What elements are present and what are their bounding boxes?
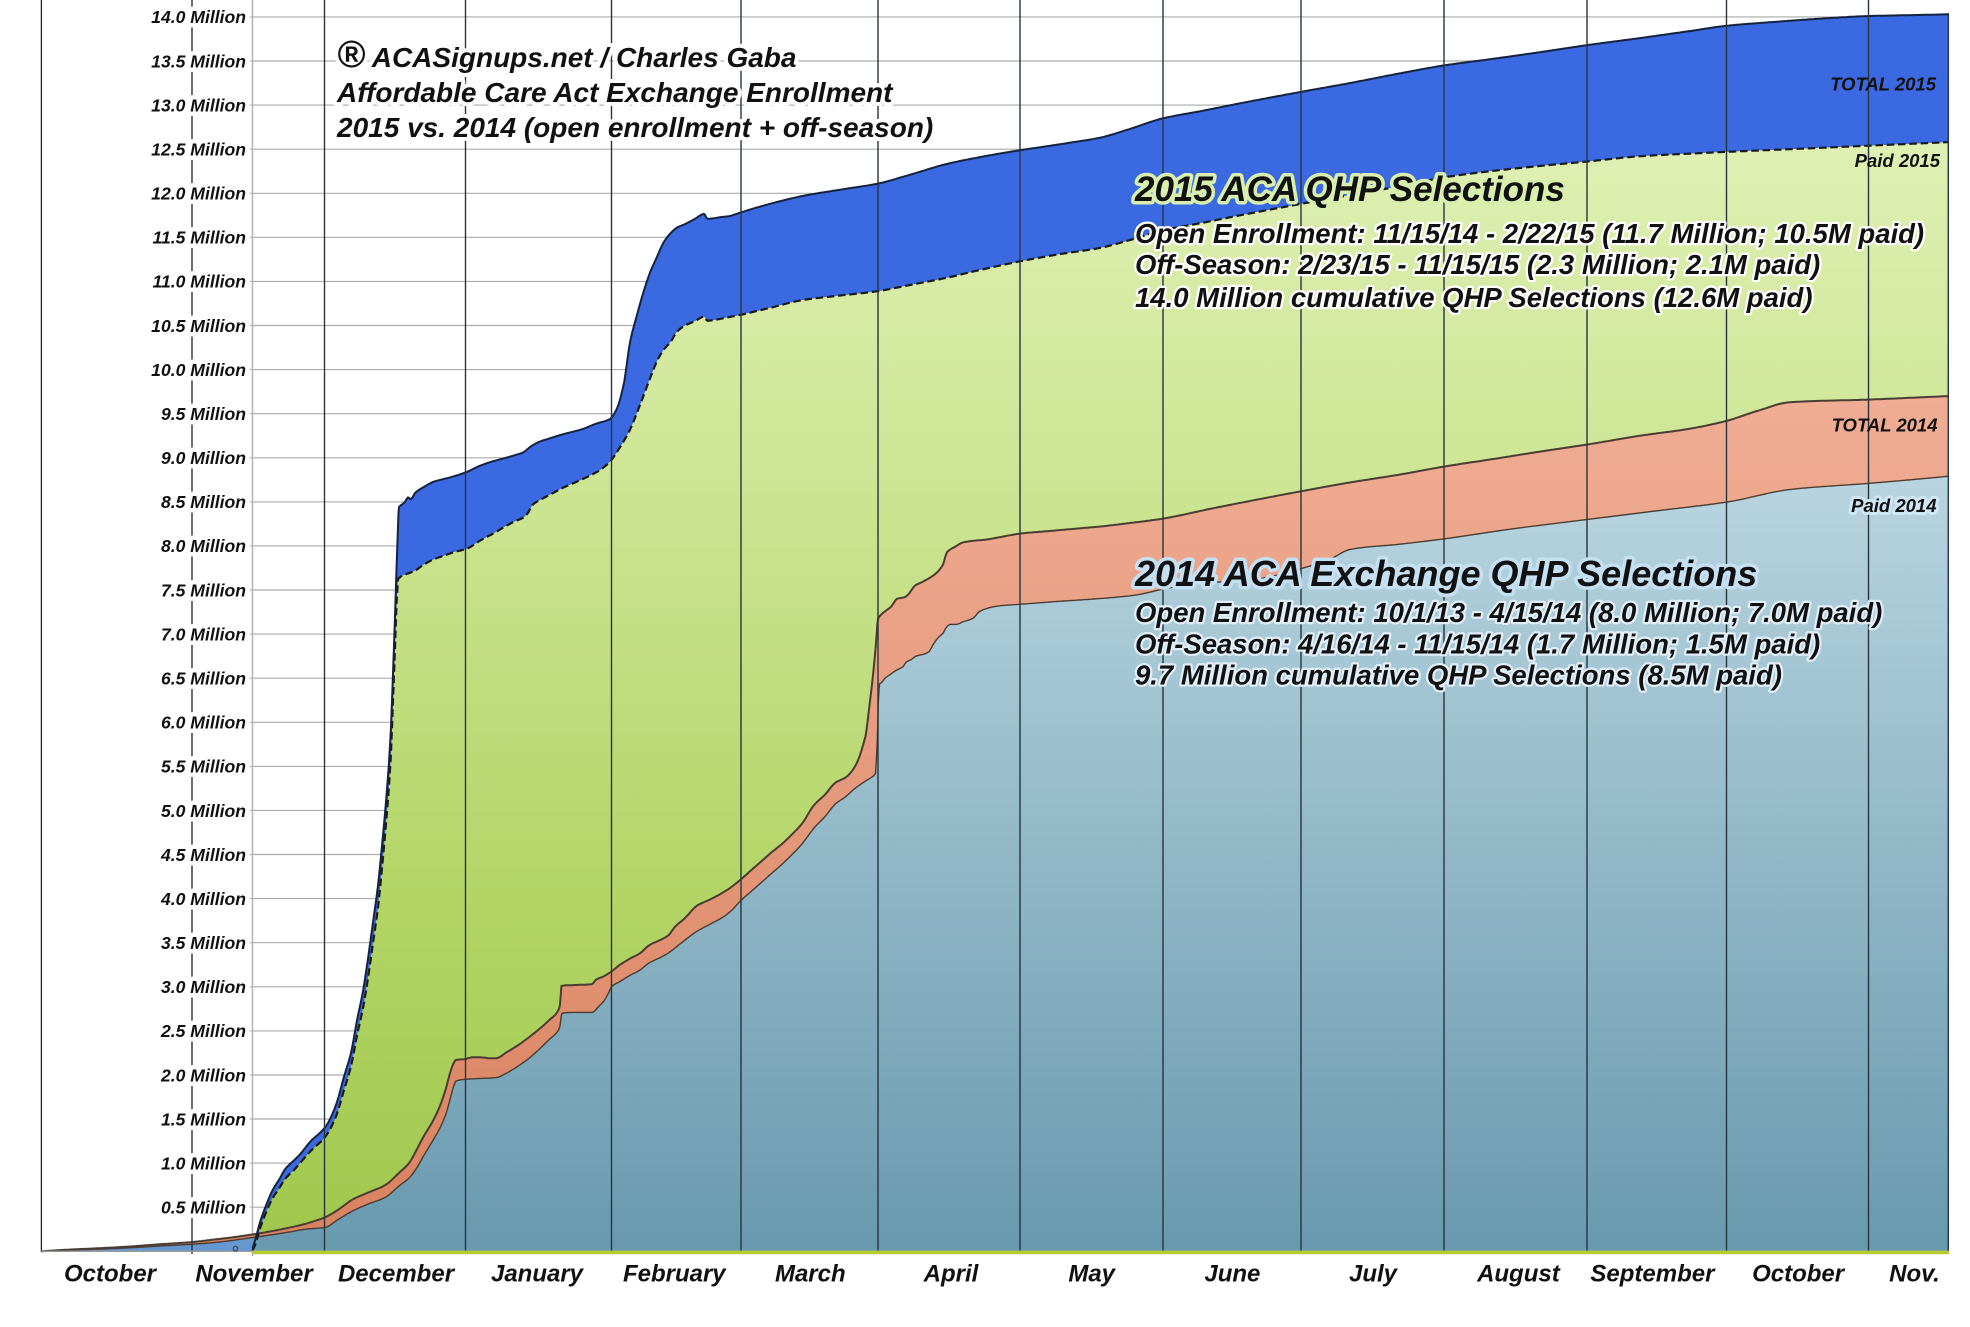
svg-text:2015 ACA QHP Selections: 2015 ACA QHP Selections <box>1134 170 1565 209</box>
svg-text:10.0 Million: 10.0 Million <box>151 360 246 380</box>
svg-text:6.0 Million: 6.0 Million <box>161 713 246 733</box>
svg-text:Open Enrollment: 10/1/13 - 4/1: Open Enrollment: 10/1/13 - 4/15/14 (8.0 … <box>1135 597 1882 628</box>
svg-text:2.0 Million: 2.0 Million <box>160 1065 246 1085</box>
svg-text:8.5 Million: 8.5 Million <box>161 492 246 512</box>
svg-text:11.5 Million: 11.5 Million <box>152 228 246 248</box>
svg-text:3.5 Million: 3.5 Million <box>161 933 246 953</box>
svg-text:TOTAL 2014: TOTAL 2014 <box>1832 415 1938 436</box>
svg-text:Off-Season: 4/16/14 - 11/15/14: Off-Season: 4/16/14 - 11/15/14 (1.7 Mill… <box>1135 628 1820 659</box>
svg-text:9.7 Million cumulative QHP Sel: 9.7 Million cumulative QHP Selections (8… <box>1135 660 1782 691</box>
svg-text:April: April <box>923 1261 980 1288</box>
svg-text:1.0 Million: 1.0 Million <box>161 1153 246 1173</box>
svg-text:2014 ACA Exchange QHP Selectio: 2014 ACA Exchange QHP Selections <box>1134 553 1757 594</box>
svg-text:12.5 Million: 12.5 Million <box>151 139 246 159</box>
svg-text:7.5 Million: 7.5 Million <box>161 580 246 600</box>
svg-text:March: March <box>775 1261 846 1288</box>
svg-text:7.0 Million: 7.0 Million <box>161 624 246 644</box>
svg-text:14.0 Million: 14.0 Million <box>151 7 246 27</box>
svg-text:2015 vs. 2014 (open enrollment: 2015 vs. 2014 (open enrollment + off-sea… <box>336 112 933 143</box>
svg-text:12.0 Million: 12.0 Million <box>151 184 246 204</box>
svg-text:December: December <box>338 1261 456 1288</box>
svg-text:10.5 Million: 10.5 Million <box>151 316 246 336</box>
svg-text:Nov.: Nov. <box>1889 1261 1940 1288</box>
svg-text:5.0 Million: 5.0 Million <box>161 801 246 821</box>
svg-text:4.5 Million: 4.5 Million <box>160 845 246 865</box>
svg-text:TOTAL 2015: TOTAL 2015 <box>1830 74 1937 95</box>
svg-text:11.0 Million: 11.0 Million <box>152 272 246 292</box>
svg-text:1.5 Million: 1.5 Million <box>161 1109 246 1129</box>
svg-text:October: October <box>1752 1261 1846 1288</box>
svg-text:4.0 Million: 4.0 Million <box>160 889 246 909</box>
svg-text:13.5 Million: 13.5 Million <box>151 51 246 71</box>
svg-text:July: July <box>1349 1261 1399 1288</box>
svg-text:February: February <box>623 1261 727 1288</box>
svg-text:June: June <box>1204 1261 1260 1288</box>
svg-text:5.5 Million: 5.5 Million <box>161 757 246 777</box>
svg-text:January: January <box>491 1261 585 1288</box>
svg-text:6.5 Million: 6.5 Million <box>161 668 246 688</box>
svg-text:October: October <box>64 1261 158 1288</box>
svg-text:2.5 Million: 2.5 Million <box>160 1021 246 1041</box>
svg-text:14.0 Million cumulative QHP Se: 14.0 Million cumulative QHP Selections (… <box>1135 282 1813 313</box>
svg-text:Paid 2015: Paid 2015 <box>1855 150 1941 171</box>
svg-text:Open Enrollment: 11/15/14 - 2/: Open Enrollment: 11/15/14 - 2/22/15 (11.… <box>1135 218 1924 249</box>
svg-text:Paid 2014: Paid 2014 <box>1851 495 1936 516</box>
svg-text:Off-Season: 2/23/15 - 11/15/15: Off-Season: 2/23/15 - 11/15/15 (2.3 Mill… <box>1135 249 1820 280</box>
svg-text:September: September <box>1590 1261 1716 1288</box>
svg-text:8.0 Million: 8.0 Million <box>161 536 246 556</box>
svg-text:3.0 Million: 3.0 Million <box>161 977 246 997</box>
svg-text:August: August <box>1476 1261 1561 1288</box>
svg-text:0.5 Million: 0.5 Million <box>161 1198 246 1218</box>
svg-text:May: May <box>1068 1261 1116 1288</box>
svg-text:Affordable Care Act Exchange E: Affordable Care Act Exchange Enrollment <box>336 77 894 108</box>
svg-text:9.5 Million: 9.5 Million <box>161 404 246 424</box>
svg-text:13.0 Million: 13.0 Million <box>151 95 246 115</box>
svg-text:9.0 Million: 9.0 Million <box>161 448 246 468</box>
svg-text:November: November <box>195 1261 314 1288</box>
